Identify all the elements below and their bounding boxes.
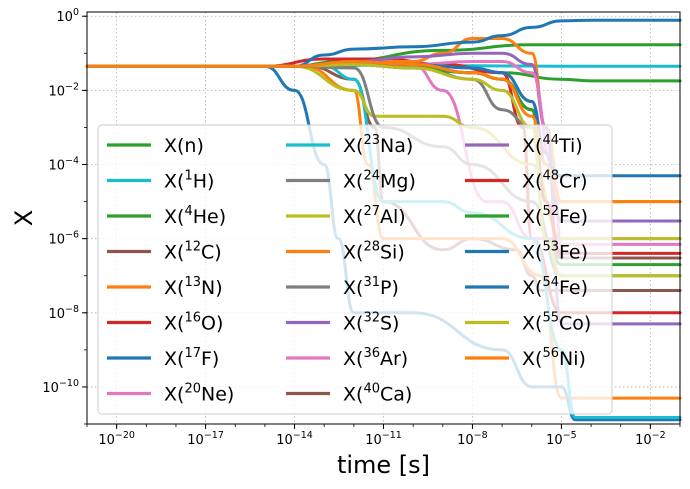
legend-item: X(n) [107,135,204,157]
legend-label: X(56Ni) [522,346,586,370]
legend-label: X(20Ne) [164,382,234,406]
legend-item: X(12C) [107,240,222,264]
legend-item: X(53Fe) [465,240,588,264]
legend-item: X(1H) [107,169,214,193]
y-axis-label: X [10,210,38,226]
legend-label: X(4He) [164,204,226,228]
legend-label: X(32S) [343,311,399,335]
legend-label: X(n) [164,135,204,157]
legend-label: X(54Fe) [522,275,588,299]
legend-item: X(24Mg) [286,169,416,193]
legend-label: X(48Cr) [522,169,587,193]
legend-item: X(27Al) [286,204,406,228]
y-tick-label: 10−6 [48,230,79,248]
x-tick-label: 10−8 [457,430,488,448]
y-ticks: 100 10−2 10−4 10−6 10−8 10−10 [42,7,87,425]
legend-label: X(40Ca) [343,382,412,406]
x-axis-label: time [s] [337,451,430,479]
y-tick-label: 10−4 [48,156,79,174]
legend-frame [97,124,613,415]
legend-item: X(4He) [107,204,226,228]
legend-item: X(55Co) [465,311,591,335]
legend-item: X(32S) [286,311,399,335]
x-tick-label: 10−11 [365,430,402,448]
legend-item: X(20Ne) [107,382,234,406]
legend-item: X(16O) [107,311,223,335]
legend-label: X(16O) [164,311,223,335]
legend-label: X(52Fe) [522,204,588,228]
y-tick-label: 10−8 [48,304,79,322]
legend-label: X(31P) [343,275,399,299]
x-tick-label: 10−14 [276,430,313,448]
legend-label: X(13N) [164,275,223,299]
legend-item: X(36Ar) [286,346,408,370]
legend-item: X(28Si) [286,240,405,264]
legend-item: X(56Ni) [465,346,586,370]
x-tick-label: 10−20 [98,430,135,448]
x-tick-label: 10−2 [635,430,666,448]
legend-item: X(13N) [107,275,223,299]
legend-label: X(44Ti) [522,133,583,157]
legend-label: X(12C) [164,240,222,264]
legend-item: X(52Fe) [465,204,588,228]
legend-label: X(53Fe) [522,240,588,264]
legend-label: X(1H) [164,169,214,193]
legend-item: X(23Na) [286,133,413,157]
legend-label: X(27Al) [343,204,406,228]
legend-label: X(23Na) [343,133,413,157]
y-tick-label: 10−10 [42,378,79,396]
legend-label: X(28Si) [343,240,405,264]
x-tick-label: 10−5 [546,430,577,448]
legend-label: X(24Mg) [343,169,416,193]
y-tick-label: 100 [56,7,79,25]
legend-label: X(55Co) [522,311,591,335]
legend-label: X(36Ar) [343,346,408,370]
legend-item: X(54Fe) [465,275,588,299]
x-ticks: 10−20 10−17 10−14 10−11 10−8 10−5 10−2 [86,424,681,448]
legend-item: X(48Cr) [465,169,587,193]
legend-label: X(17F) [164,346,219,370]
legend-item: X(31P) [286,275,399,299]
y-tick-label: 10−2 [48,81,79,99]
legend-item: X(40Ca) [286,382,412,406]
legend-item: X(44Ti) [465,133,583,157]
legend: X(n) X(1H) X(4He) X(12C) X(13N) X(16O) X(17F) X… [97,124,613,415]
legend-item: X(17F) [107,346,219,370]
x-tick-label: 10−17 [187,430,224,448]
